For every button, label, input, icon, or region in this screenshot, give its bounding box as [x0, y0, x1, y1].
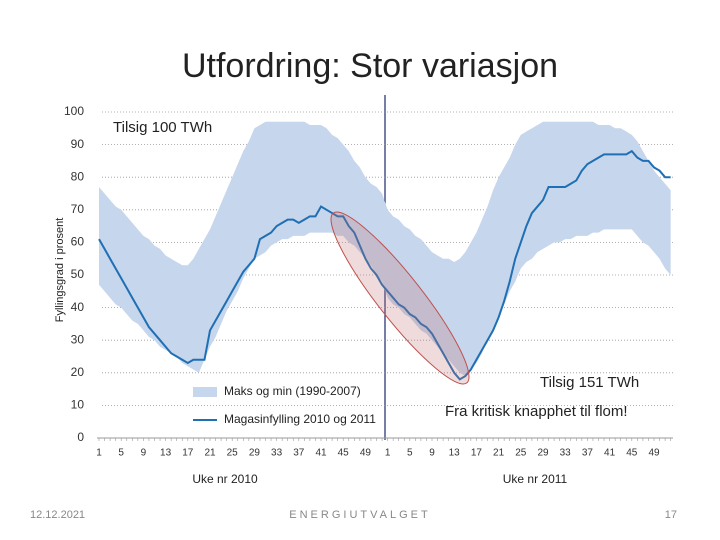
y-axis-label: Fyllingsgrad i prosent [54, 218, 66, 323]
x-tick-label: 5 [407, 448, 413, 459]
x-tick-label: 41 [315, 448, 327, 459]
x-axis-label: Uke nr 2010 [192, 472, 258, 486]
legend-label: Maks og min (1990-2007) [224, 384, 361, 398]
x-tick-label: 1 [385, 448, 391, 459]
y-tick-label: 80 [71, 169, 85, 183]
footer-org: ENERGIUTVALGET [289, 509, 430, 521]
y-tick-label: 20 [71, 365, 85, 379]
legend-swatch [193, 387, 217, 397]
x-tick-label: 1 [96, 448, 102, 459]
x-tick-label: 13 [449, 448, 461, 459]
legend-label: Magasinfylling 2010 og 2011 [224, 412, 376, 426]
slide-title: Utfordring: Stor variasjon [182, 47, 558, 85]
x-tick-label: 17 [182, 448, 194, 459]
x-tick-label: 37 [582, 448, 594, 459]
x-tick-label: 21 [493, 448, 505, 459]
x-tick-label: 25 [515, 448, 527, 459]
y-tick-label: 30 [71, 332, 85, 346]
footer-date: 12.12.2021 [30, 509, 85, 521]
y-tick-label: 60 [71, 235, 85, 249]
y-tick-label: 100 [64, 104, 84, 118]
y-tick-label: 50 [71, 267, 85, 281]
footer-page: 17 [665, 509, 677, 521]
x-tick-label: 9 [141, 448, 147, 459]
x-tick-label: 13 [160, 448, 172, 459]
x-tick-label: 17 [471, 448, 483, 459]
x-tick-label: 5 [118, 448, 124, 459]
x-tick-label: 29 [537, 448, 549, 459]
x-tick-label: 37 [293, 448, 305, 459]
annotation: Tilsig 100 TWh [113, 119, 212, 136]
x-tick-label: 45 [338, 448, 350, 459]
x-tick-label: 49 [360, 448, 372, 459]
y-tick-label: 0 [77, 430, 84, 444]
x-tick-label: 49 [648, 448, 660, 459]
x-tick-label: 9 [429, 448, 435, 459]
x-tick-label: 33 [560, 448, 572, 459]
data-line [98, 149, 671, 381]
y-tick-label: 40 [71, 300, 85, 314]
annotation: Tilsig 151 TWh [540, 374, 639, 391]
y-tick-label: 10 [71, 398, 85, 412]
annotation: Fra kritisk knapphet til flom! [445, 403, 628, 420]
x-axis-label: Uke nr 2011 [503, 472, 568, 486]
x-tick-label: 21 [204, 448, 216, 459]
x-tick-label: 45 [626, 448, 638, 459]
x-tick-label: 41 [604, 448, 616, 459]
x-tick-label: 33 [271, 448, 283, 459]
x-tick-label: 29 [249, 448, 261, 459]
plot: 0 10 20 30 40 50 60 70 80 90 100 1 5 9 13 17 21 25 29 33 37 4… [64, 104, 673, 459]
y-tick-label: 70 [71, 202, 85, 216]
x-tick-label: 25 [227, 448, 239, 459]
y-tick-label: 90 [71, 137, 85, 151]
highlight-ellipse [330, 211, 470, 385]
band-area [99, 121, 671, 377]
